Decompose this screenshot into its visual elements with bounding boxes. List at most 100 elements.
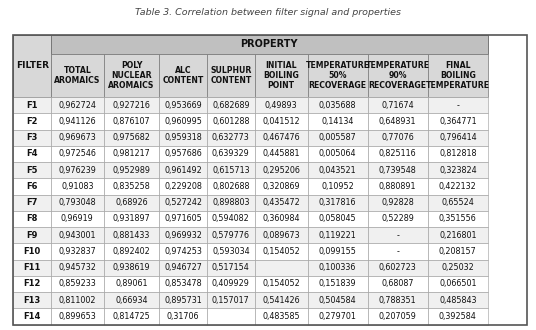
Bar — [255, 195, 308, 211]
Text: 0,960995: 0,960995 — [164, 117, 202, 126]
Text: 0,77076: 0,77076 — [382, 133, 414, 142]
Bar — [104, 178, 159, 195]
Bar — [159, 178, 207, 195]
Text: 0,208157: 0,208157 — [439, 247, 477, 256]
Text: 0,91083: 0,91083 — [61, 182, 94, 191]
Bar — [207, 113, 255, 130]
Text: F14: F14 — [24, 312, 41, 321]
Bar — [308, 195, 368, 211]
Text: 0,68087: 0,68087 — [382, 280, 414, 288]
Text: F8: F8 — [26, 214, 38, 223]
Bar — [159, 97, 207, 113]
Bar — [368, 243, 428, 260]
Text: 0,952989: 0,952989 — [113, 166, 151, 175]
Bar — [428, 227, 488, 243]
Text: 0,517154: 0,517154 — [212, 263, 250, 272]
Bar — [255, 54, 308, 97]
Text: 0,974253: 0,974253 — [164, 247, 202, 256]
Bar — [13, 195, 51, 211]
Bar — [368, 308, 428, 325]
Text: 0,938619: 0,938619 — [113, 263, 150, 272]
Text: 0,825116: 0,825116 — [379, 149, 416, 158]
Bar — [207, 162, 255, 178]
Bar — [368, 211, 428, 227]
Text: 0,802688: 0,802688 — [212, 182, 250, 191]
Bar — [104, 243, 159, 260]
Bar — [255, 227, 308, 243]
Bar — [104, 162, 159, 178]
Bar — [13, 130, 51, 146]
Bar — [51, 97, 104, 113]
Text: 0,953669: 0,953669 — [164, 101, 202, 110]
Bar — [207, 276, 255, 292]
Text: 0,099155: 0,099155 — [319, 247, 356, 256]
Bar — [13, 162, 51, 178]
Text: 0,971605: 0,971605 — [164, 214, 202, 223]
Text: 0,541426: 0,541426 — [262, 296, 300, 305]
Text: 0,409929: 0,409929 — [212, 280, 250, 288]
Text: TEMPERATURE
90%
RECOVERAGE: TEMPERATURE 90% RECOVERAGE — [366, 61, 430, 90]
Bar — [207, 195, 255, 211]
Bar — [207, 243, 255, 260]
Bar — [207, 308, 255, 325]
Text: 0,632773: 0,632773 — [212, 133, 250, 142]
Text: 0,92828: 0,92828 — [382, 198, 414, 207]
Bar — [51, 276, 104, 292]
Text: 0,68926: 0,68926 — [115, 198, 148, 207]
Bar — [308, 243, 368, 260]
Bar — [368, 162, 428, 178]
Text: 0,881433: 0,881433 — [113, 231, 150, 240]
Bar — [255, 146, 308, 162]
Bar — [308, 260, 368, 276]
Bar — [51, 35, 488, 54]
Text: 0,927216: 0,927216 — [113, 101, 151, 110]
Text: 0,14134: 0,14134 — [322, 117, 354, 126]
Bar — [428, 97, 488, 113]
Bar — [368, 292, 428, 308]
Bar — [13, 35, 527, 325]
Text: TOTAL
AROMAICS: TOTAL AROMAICS — [54, 66, 101, 85]
Text: TEMPERATURE
50%
RECOVERAGE: TEMPERATURE 50% RECOVERAGE — [306, 61, 370, 90]
Bar — [104, 260, 159, 276]
Text: 0,962724: 0,962724 — [58, 101, 96, 110]
Text: 0,876107: 0,876107 — [113, 117, 150, 126]
Bar — [255, 292, 308, 308]
Text: 0,899653: 0,899653 — [58, 312, 96, 321]
Bar — [13, 276, 51, 292]
Text: 0,972546: 0,972546 — [58, 149, 96, 158]
Text: 0,364771: 0,364771 — [439, 117, 477, 126]
Text: F10: F10 — [24, 247, 41, 256]
Bar — [255, 162, 308, 178]
Text: 0,931897: 0,931897 — [113, 214, 151, 223]
Text: 0,467476: 0,467476 — [262, 133, 300, 142]
Bar — [255, 97, 308, 113]
Text: 0,043521: 0,043521 — [319, 166, 356, 175]
Text: 0,812818: 0,812818 — [439, 149, 477, 158]
Bar — [428, 178, 488, 195]
Bar — [255, 260, 308, 276]
Bar — [308, 292, 368, 308]
Text: -: - — [456, 101, 459, 110]
Text: 0,154052: 0,154052 — [262, 247, 300, 256]
Text: 0,360984: 0,360984 — [263, 214, 300, 223]
Bar — [13, 211, 51, 227]
Text: 0,859233: 0,859233 — [58, 280, 96, 288]
Text: F2: F2 — [26, 117, 38, 126]
Text: 0,435472: 0,435472 — [262, 198, 300, 207]
Bar — [104, 130, 159, 146]
Bar — [104, 308, 159, 325]
Bar — [368, 113, 428, 130]
Text: 0,65524: 0,65524 — [442, 198, 474, 207]
Text: 0,279701: 0,279701 — [319, 312, 356, 321]
Bar — [368, 146, 428, 162]
Text: 0,946727: 0,946727 — [164, 263, 202, 272]
Text: 0,957686: 0,957686 — [164, 149, 202, 158]
Text: 0,445881: 0,445881 — [263, 149, 300, 158]
Bar — [51, 195, 104, 211]
Bar — [428, 195, 488, 211]
Text: F12: F12 — [24, 280, 41, 288]
Bar — [368, 260, 428, 276]
Bar — [428, 292, 488, 308]
Text: 0,682689: 0,682689 — [212, 101, 250, 110]
Text: 0,422132: 0,422132 — [439, 182, 477, 191]
